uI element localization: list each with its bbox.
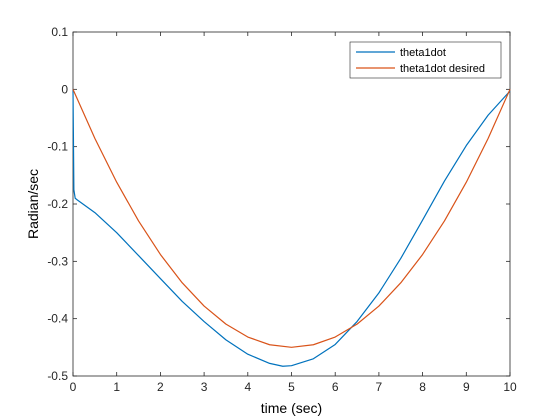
legend-label-theta1dot: theta1dot bbox=[400, 47, 446, 59]
legend-box bbox=[349, 41, 502, 79]
x-tick-label: 4 bbox=[244, 380, 251, 394]
y-tick-label: 0 bbox=[61, 82, 68, 96]
plot-area bbox=[72, 31, 511, 377]
x-tick-label: 2 bbox=[157, 380, 164, 394]
series-lines bbox=[72, 89, 511, 367]
x-tick-label: 9 bbox=[463, 380, 470, 394]
y-tick-label: -0.4 bbox=[47, 312, 68, 326]
series-line-theta1dot-desired bbox=[72, 89, 511, 348]
y-tick-label: -0.2 bbox=[47, 197, 68, 211]
x-tick-label: 3 bbox=[201, 380, 208, 394]
y-tick-label: -0.1 bbox=[47, 140, 68, 154]
x-tick-label: 1 bbox=[113, 380, 120, 394]
x-axis-ticks: 0 1 2 3 4 5 6 7 8 9 10 bbox=[70, 32, 517, 394]
y-axis-ticks: 0.1 0 -0.1 -0.2 -0.3 -0.4 -0.5 bbox=[47, 25, 510, 383]
y-tick-label: -0.3 bbox=[47, 254, 68, 268]
y-axis-label: Radian/sec bbox=[25, 169, 41, 239]
series-line-theta1dot bbox=[72, 89, 511, 367]
legend: theta1dot theta1dot desired bbox=[349, 41, 502, 79]
x-tick-label: 0 bbox=[70, 380, 77, 394]
y-tick-label: 0.1 bbox=[51, 25, 68, 39]
x-tick-label: 7 bbox=[376, 380, 383, 394]
x-tick-label: 6 bbox=[332, 380, 339, 394]
x-tick-label: 10 bbox=[503, 380, 517, 394]
y-tick-label: -0.5 bbox=[47, 369, 68, 383]
legend-label-theta1dot-desired: theta1dot desired bbox=[400, 63, 485, 75]
x-tick-label: 8 bbox=[419, 380, 426, 394]
x-axis-label: time (sec) bbox=[261, 400, 322, 416]
x-tick-label: 5 bbox=[288, 380, 295, 394]
